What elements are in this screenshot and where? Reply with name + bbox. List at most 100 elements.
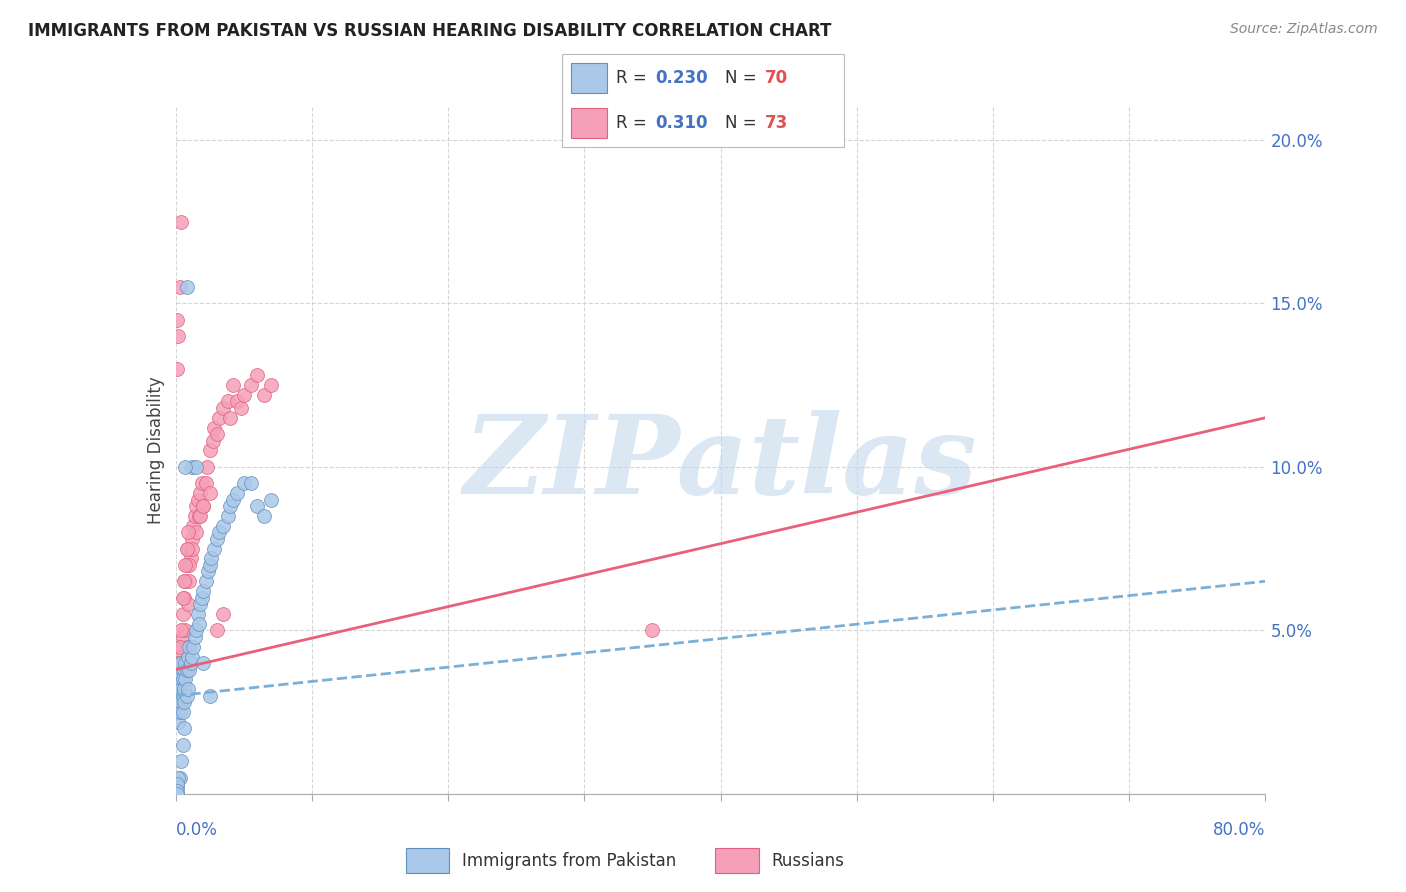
- Point: [179, 663, 201, 677]
- Text: 0.0%: 0.0%: [176, 822, 218, 839]
- Point: [176, 558, 198, 572]
- Point: [166, 787, 188, 801]
- Point: [173, 591, 195, 605]
- Text: N =: N =: [725, 114, 762, 132]
- Point: [219, 410, 242, 425]
- Point: [176, 663, 198, 677]
- Point: [170, 682, 193, 697]
- Point: [198, 443, 221, 458]
- Text: Immigrants from Pakistan: Immigrants from Pakistan: [461, 852, 676, 870]
- Point: [246, 368, 269, 383]
- FancyBboxPatch shape: [562, 54, 844, 147]
- Point: [169, 695, 191, 709]
- Point: [174, 673, 197, 687]
- Text: R =: R =: [616, 114, 652, 132]
- Point: [177, 541, 200, 556]
- Point: [191, 656, 214, 670]
- Point: [194, 476, 217, 491]
- Point: [253, 508, 276, 523]
- Point: [166, 312, 188, 326]
- Point: [172, 663, 194, 677]
- Point: [232, 476, 254, 491]
- Point: [176, 640, 198, 654]
- Point: [167, 663, 190, 677]
- Point: [186, 492, 209, 507]
- Point: [177, 649, 200, 664]
- Point: [191, 499, 214, 513]
- Text: 70: 70: [765, 69, 787, 87]
- Text: 0.230: 0.230: [655, 69, 707, 87]
- Point: [167, 329, 190, 343]
- Text: Source: ZipAtlas.com: Source: ZipAtlas.com: [1230, 22, 1378, 37]
- Text: R =: R =: [616, 69, 652, 87]
- Point: [174, 558, 197, 572]
- Point: [188, 508, 211, 523]
- Point: [174, 574, 197, 589]
- Point: [173, 682, 195, 697]
- Point: [172, 705, 194, 719]
- Point: [187, 508, 209, 523]
- Text: 0.310: 0.310: [655, 114, 707, 132]
- Text: IMMIGRANTS FROM PAKISTAN VS RUSSIAN HEARING DISABILITY CORRELATION CHART: IMMIGRANTS FROM PAKISTAN VS RUSSIAN HEAR…: [28, 22, 831, 40]
- Point: [186, 459, 208, 474]
- Point: [181, 532, 204, 546]
- Point: [641, 624, 664, 638]
- Point: [217, 508, 239, 523]
- Point: [191, 499, 214, 513]
- Point: [197, 565, 219, 579]
- Point: [198, 486, 221, 500]
- Point: [176, 280, 198, 294]
- Point: [166, 780, 188, 795]
- Point: [200, 551, 222, 566]
- Point: [166, 689, 188, 703]
- Point: [179, 574, 201, 589]
- Point: [205, 624, 228, 638]
- Point: [205, 532, 228, 546]
- Point: [222, 492, 245, 507]
- Point: [169, 705, 191, 719]
- Point: [172, 689, 194, 703]
- Point: [188, 597, 211, 611]
- Point: [170, 656, 193, 670]
- Point: [202, 420, 225, 434]
- Point: [260, 492, 283, 507]
- Point: [173, 695, 195, 709]
- Point: [219, 499, 242, 513]
- Point: [181, 649, 204, 664]
- Point: [202, 541, 225, 556]
- Y-axis label: Hearing Disability: Hearing Disability: [146, 376, 165, 524]
- Point: [174, 624, 197, 638]
- Point: [212, 607, 235, 621]
- Point: [179, 558, 201, 572]
- Point: [183, 518, 205, 533]
- Point: [208, 525, 231, 540]
- Text: N =: N =: [725, 69, 762, 87]
- Point: [198, 558, 221, 572]
- Text: Russians: Russians: [770, 852, 844, 870]
- Point: [170, 695, 193, 709]
- Point: [194, 574, 217, 589]
- Point: [232, 388, 254, 402]
- Point: [169, 673, 191, 687]
- Point: [172, 630, 194, 644]
- Text: ZIPatlas: ZIPatlas: [464, 410, 977, 518]
- Point: [246, 499, 269, 513]
- FancyBboxPatch shape: [571, 108, 607, 138]
- FancyBboxPatch shape: [716, 848, 759, 873]
- Point: [166, 695, 188, 709]
- Point: [169, 640, 191, 654]
- Point: [195, 459, 218, 474]
- Point: [184, 508, 207, 523]
- Point: [186, 624, 208, 638]
- Point: [173, 663, 195, 677]
- Point: [173, 574, 195, 589]
- Point: [167, 705, 190, 719]
- Point: [167, 673, 190, 687]
- Point: [172, 607, 194, 621]
- Point: [167, 682, 190, 697]
- Point: [176, 541, 198, 556]
- Point: [176, 689, 198, 703]
- Point: [186, 607, 209, 621]
- Point: [191, 584, 214, 599]
- Point: [169, 689, 191, 703]
